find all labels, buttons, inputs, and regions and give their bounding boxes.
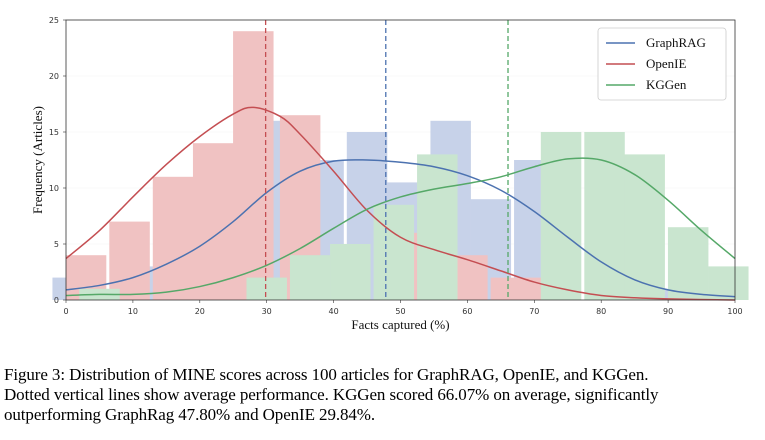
y-tick-label: 25 bbox=[49, 16, 59, 25]
caption-line-2: Dotted vertical lines show average perfo… bbox=[4, 385, 659, 404]
bar-kggen bbox=[417, 154, 458, 300]
y-ticks: 0 5 10 15 20 25 bbox=[49, 16, 66, 305]
x-tick-label: 40 bbox=[329, 307, 339, 316]
x-tick-label: 100 bbox=[727, 307, 742, 316]
mean-lines bbox=[264, 20, 509, 300]
bar-kggen bbox=[246, 277, 287, 300]
x-tick-label: 0 bbox=[63, 307, 68, 316]
y-axis-label: Frequency (Articles) bbox=[30, 106, 45, 214]
kde-line-kggen bbox=[65, 157, 736, 297]
kde-curves bbox=[65, 106, 736, 301]
kde-line-openie bbox=[65, 106, 736, 301]
legend-label-kggen: KGGen bbox=[646, 77, 687, 92]
bar-openie bbox=[233, 31, 274, 300]
x-tick-label: 80 bbox=[596, 307, 606, 316]
bar-kggen bbox=[540, 132, 582, 300]
bar-kggen bbox=[330, 244, 371, 300]
x-tick-label: 50 bbox=[395, 307, 405, 316]
x-axis-label: Facts captured (%) bbox=[351, 317, 449, 332]
y-tick-label: 0 bbox=[54, 296, 59, 305]
y-tick-label: 20 bbox=[49, 72, 59, 81]
x-tick-label: 60 bbox=[462, 307, 472, 316]
legend-box bbox=[597, 27, 727, 101]
x-tick-label: 10 bbox=[128, 307, 138, 316]
x-tick-label: 70 bbox=[529, 307, 539, 316]
legend-label-graphrag: GraphRAG bbox=[646, 35, 706, 50]
kde-line-graphrag bbox=[65, 159, 736, 298]
y-tick-label: 5 bbox=[54, 240, 59, 249]
figure-caption: Figure 3: Distribution of MINE scores ac… bbox=[4, 365, 764, 425]
bar-kggen bbox=[624, 154, 665, 300]
bar-kggen bbox=[373, 204, 415, 300]
x-tick-label: 30 bbox=[262, 307, 272, 316]
legend-label-openie: OpenIE bbox=[646, 56, 686, 71]
caption-line-3: outperforming GraphRag 47.80% and OpenIE… bbox=[4, 405, 376, 424]
bar-openie bbox=[192, 143, 234, 300]
bar-kggen bbox=[667, 227, 709, 300]
x-ticks: 0 10 20 30 40 50 60 70 80 90 100 bbox=[63, 300, 743, 316]
bar-kggen bbox=[708, 266, 749, 300]
bar-openie bbox=[109, 221, 150, 300]
caption-line-1: Figure 3: Distribution of MINE scores ac… bbox=[4, 365, 649, 384]
y-tick-label: 15 bbox=[49, 128, 59, 137]
distribution-chart: 0 10 20 30 40 50 60 70 80 90 100 0 5 10 15 20 25 Facts … bbox=[30, 16, 749, 332]
bar-kggen bbox=[584, 132, 625, 300]
x-tick-label: 20 bbox=[195, 307, 205, 316]
legend: GraphRAG OpenIE KGGen bbox=[597, 27, 727, 101]
bar-openie bbox=[152, 176, 194, 300]
bar-kggen bbox=[289, 255, 331, 300]
y-tick-label: 10 bbox=[49, 184, 59, 193]
bar-openie bbox=[490, 277, 532, 300]
x-tick-label: 90 bbox=[663, 307, 673, 316]
